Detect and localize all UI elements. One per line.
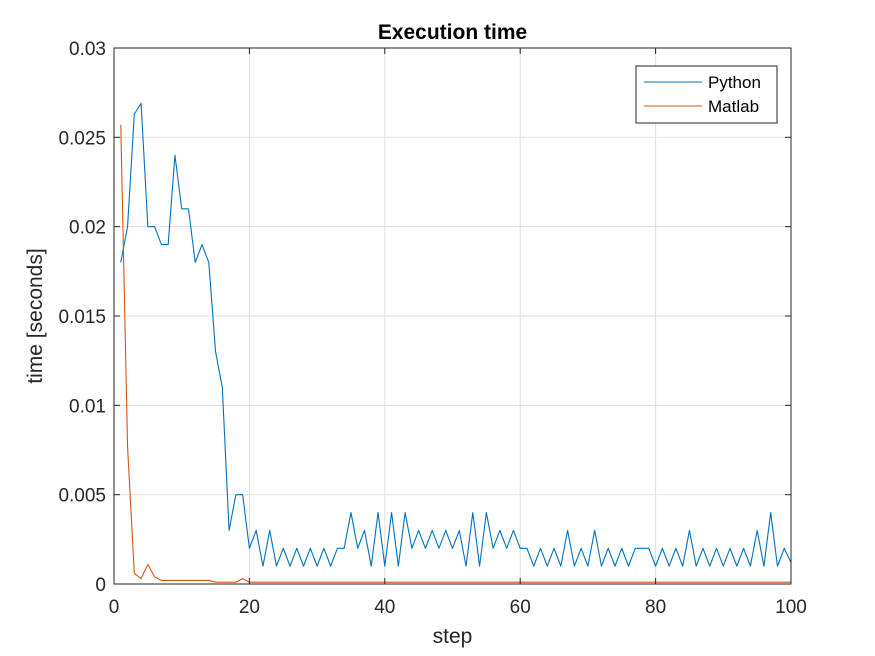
series-line-matlab (120, 124, 791, 583)
x-tick-label: 0 (109, 597, 120, 618)
legend-label-python: Python (708, 73, 761, 92)
chart-title: Execution time (378, 21, 527, 44)
x-tick-label: 40 (374, 597, 395, 618)
legend: Python Matlab (635, 65, 778, 124)
series-line-python (120, 102, 792, 567)
x-tick-label: 20 (239, 597, 260, 618)
y-axis-ticks: 0 0.005 0.01 0.015 0.02 0.025 0.03 (58, 39, 791, 596)
x-tick-label: 60 (510, 597, 531, 618)
legend-box (635, 65, 778, 124)
y-tick-label: 0 (95, 575, 106, 596)
y-tick-label: 0.025 (58, 128, 106, 149)
x-axis-ticks: 0 20 40 60 80 100 (109, 48, 807, 618)
y-tick-label: 0.005 (58, 486, 106, 507)
y-axis-label: time [seconds] (24, 248, 47, 383)
grid-lines (114, 48, 791, 584)
x-tick-label: 100 (775, 597, 807, 618)
x-axis-label: step (433, 625, 473, 648)
y-tick-label: 0.02 (69, 218, 106, 239)
y-tick-label: 0.03 (69, 39, 106, 60)
y-tick-label: 0.015 (58, 307, 106, 328)
y-tick-label: 0.01 (69, 396, 106, 417)
legend-label-matlab: Matlab (708, 97, 759, 116)
x-tick-label: 80 (645, 597, 666, 618)
series-layer (120, 102, 792, 583)
